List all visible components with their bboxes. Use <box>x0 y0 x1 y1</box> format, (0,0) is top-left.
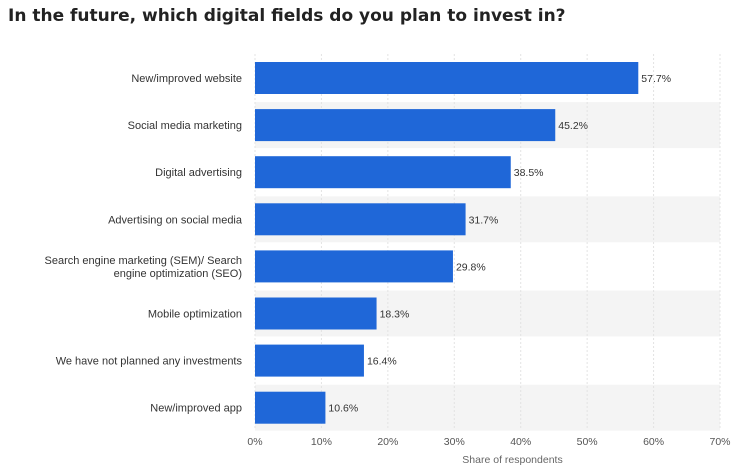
bar <box>255 391 326 424</box>
bar <box>255 156 511 189</box>
value-label: 18.3% <box>380 309 410 321</box>
value-label: 31.7% <box>469 214 499 226</box>
x-tick-label: 20% <box>377 436 398 448</box>
bar <box>255 109 556 142</box>
value-label: 57.7% <box>641 73 671 85</box>
value-label: 10.6% <box>328 403 358 415</box>
value-label: 16.4% <box>367 356 397 368</box>
category-label: Digital advertising <box>155 167 242 179</box>
x-tick-label: 60% <box>643 436 664 448</box>
value-label: 29.8% <box>456 261 486 273</box>
x-tick-label: 40% <box>510 436 531 448</box>
bar <box>255 250 453 283</box>
category-label: We have not planned any investments <box>56 356 243 368</box>
category-label: New/improved website <box>131 73 242 85</box>
category-label: Advertising on social media <box>108 214 243 226</box>
category-label: Social media marketing <box>128 120 242 132</box>
value-label: 45.2% <box>558 120 588 132</box>
x-tick-label: 70% <box>709 436 730 448</box>
row-band <box>255 384 720 431</box>
x-tick-label: 50% <box>577 436 598 448</box>
bar <box>255 297 377 330</box>
bar <box>255 62 639 94</box>
value-label: 38.5% <box>514 167 544 179</box>
category-label: New/improved app <box>150 403 242 415</box>
page-title: In the future, which digital fields do y… <box>8 6 566 26</box>
category-label: Mobile optimization <box>148 309 242 321</box>
category-label: Search engine marketing (SEM)/ Search eng… <box>45 255 242 280</box>
bar <box>255 344 364 377</box>
x-axis-title: Share of respondents <box>462 454 562 466</box>
x-tick-label: 30% <box>444 436 465 448</box>
x-tick-label: 10% <box>311 436 332 448</box>
x-tick-label: 0% <box>247 436 262 448</box>
bar <box>255 203 466 236</box>
